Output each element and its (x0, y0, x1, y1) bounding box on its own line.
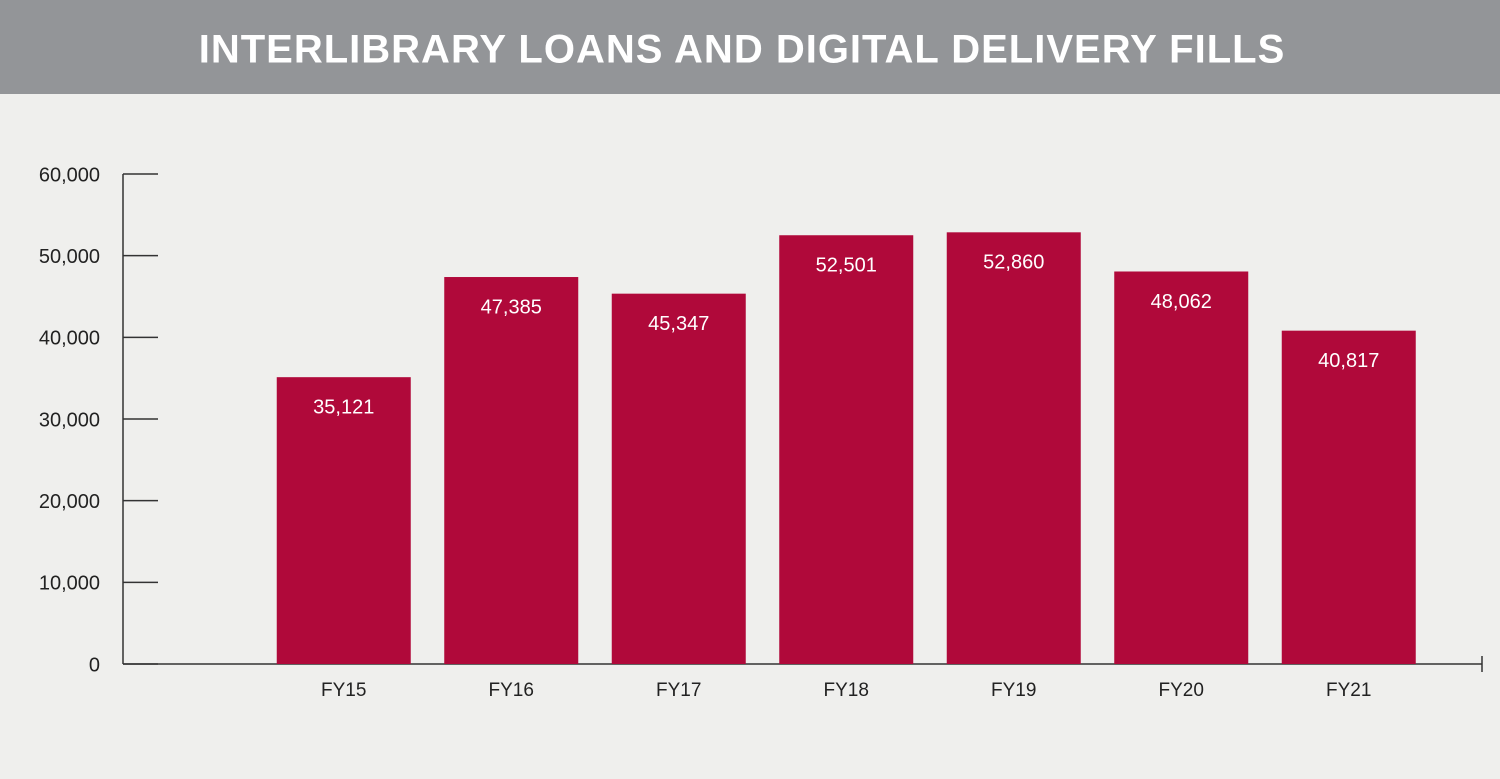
value-label: 52,860 (983, 252, 1044, 274)
bar (611, 293, 746, 664)
title-bar (0, 0, 1500, 94)
value-label: 47,385 (481, 296, 542, 318)
bar (1281, 330, 1416, 664)
x-tick-label: FY15 (321, 680, 366, 701)
x-tick-label: FY21 (1326, 680, 1371, 701)
y-tick-label: 60,000 (39, 164, 100, 186)
bar (779, 235, 914, 665)
bar (276, 377, 411, 664)
bar (444, 277, 579, 664)
x-tick-label: FY17 (656, 680, 701, 701)
y-tick-label: 0 (89, 654, 100, 676)
value-label: 48,062 (1151, 291, 1212, 313)
y-tick-label: 40,000 (39, 328, 100, 350)
x-tick-label: FY19 (991, 680, 1036, 701)
y-tick-label: 10,000 (39, 573, 100, 595)
bar (946, 232, 1081, 664)
value-label: 45,347 (648, 313, 709, 335)
chart-title: INTERLIBRARY LOANS AND DIGITAL DELIVERY … (199, 28, 1286, 72)
value-label: 35,121 (313, 396, 374, 418)
x-tick-label: FY16 (489, 680, 534, 701)
x-tick-label: FY20 (1159, 680, 1204, 701)
bar (1114, 271, 1249, 664)
y-tick-label: 50,000 (39, 246, 100, 268)
value-label: 52,501 (816, 255, 877, 277)
value-label: 40,817 (1318, 350, 1379, 372)
y-tick-label: 30,000 (39, 409, 100, 431)
x-tick-label: FY18 (824, 680, 869, 701)
y-tick-label: 20,000 (39, 491, 100, 513)
